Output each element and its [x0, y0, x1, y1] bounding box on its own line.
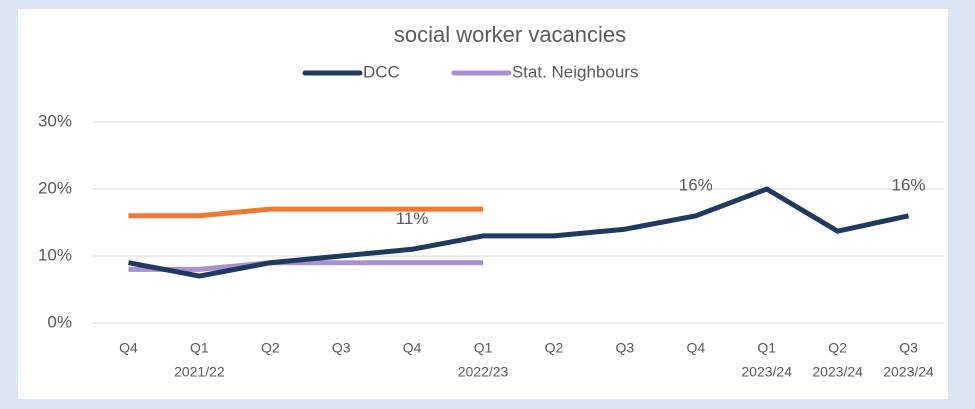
x-tick-label: Q1	[190, 340, 209, 356]
x-tick-label: Q4	[686, 340, 705, 356]
legend-label: DCC	[363, 62, 400, 81]
data-label: 16%	[679, 175, 713, 194]
x-tick-label: Q3	[616, 340, 635, 356]
x-tick-sublabel: 2023/24	[883, 364, 934, 380]
x-tick-sublabel: 2021/22	[174, 364, 225, 380]
y-tick-label: 20%	[38, 178, 72, 197]
x-tick-sublabel: 2022/23	[458, 364, 509, 380]
x-tick-label: Q1	[757, 340, 776, 356]
x-tick-label: Q4	[119, 340, 138, 356]
x-tick-label: Q2	[828, 340, 847, 356]
data-label: 16%	[892, 175, 926, 194]
series-line	[128, 206, 484, 219]
x-tick-label: Q3	[899, 340, 918, 356]
series-line	[127, 186, 910, 279]
y-tick-label: 30%	[38, 111, 72, 130]
chart-title: social worker vacancies	[394, 22, 626, 47]
x-tick-label: Q1	[474, 340, 493, 356]
x-tick-sublabel: 2023/24	[812, 364, 863, 380]
series-line	[128, 260, 484, 272]
x-tick-label: Q3	[332, 340, 351, 356]
y-tick-label: 10%	[38, 245, 72, 264]
data-label: 11%	[396, 209, 429, 228]
x-tick-sublabel: 2023/24	[741, 364, 792, 380]
legend-label: Stat. Neighbours	[512, 62, 639, 81]
y-tick-label: 0%	[47, 312, 72, 331]
x-tick-label: Q2	[261, 340, 280, 356]
x-tick-label: Q2	[545, 340, 564, 356]
x-tick-label: Q4	[403, 340, 422, 356]
